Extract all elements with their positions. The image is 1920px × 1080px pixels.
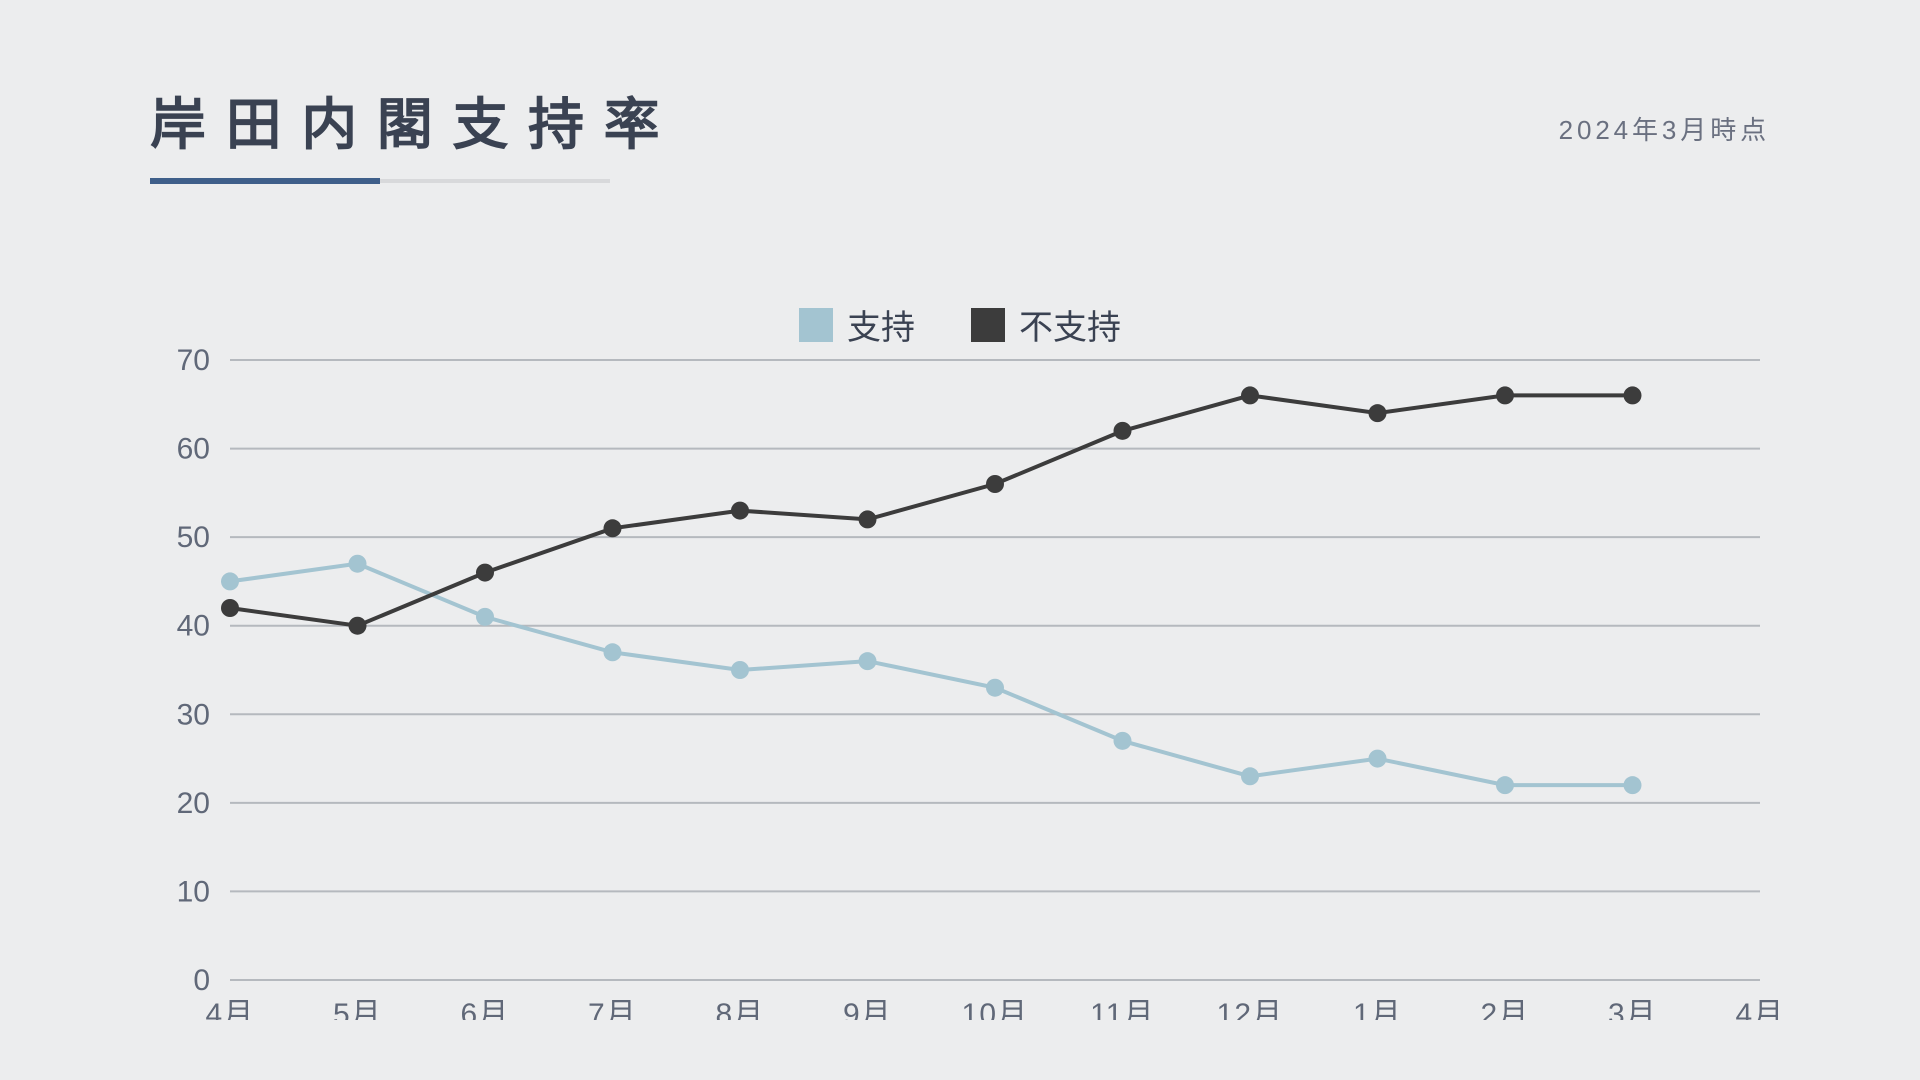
x-tick-label: 3月 xyxy=(1608,998,1657,1020)
y-tick-label: 20 xyxy=(177,787,210,820)
y-tick-label: 0 xyxy=(193,964,210,997)
title-underline xyxy=(150,179,610,183)
x-tick-label: 8月 xyxy=(715,998,764,1020)
series-marker-support xyxy=(1624,776,1642,794)
y-tick-label: 30 xyxy=(177,698,210,731)
y-tick-label: 60 xyxy=(177,433,210,466)
x-tick-label: 11月 xyxy=(1090,998,1155,1020)
series-line-disapprove xyxy=(230,395,1633,625)
series-marker-support xyxy=(476,608,494,626)
series-marker-support xyxy=(349,555,367,573)
series-marker-disapprove xyxy=(349,617,367,635)
x-tick-label: 6月 xyxy=(460,998,509,1020)
series-marker-support xyxy=(604,643,622,661)
series-marker-support xyxy=(221,572,239,590)
series-marker-support xyxy=(1369,750,1387,768)
chart-title: 岸田内閣支持率 xyxy=(150,80,1770,161)
legend-label-disapprove: 不支持 xyxy=(1019,300,1121,349)
series-marker-support xyxy=(1241,767,1259,785)
series-marker-disapprove xyxy=(1369,404,1387,422)
x-tick-label: 10月 xyxy=(962,998,1029,1020)
series-marker-support xyxy=(1114,732,1132,750)
x-tick-label: 2月 xyxy=(1480,998,1529,1020)
chart-legend: 支持 不支持 xyxy=(140,300,1780,351)
x-tick-label: 9月 xyxy=(843,998,892,1020)
series-marker-disapprove xyxy=(859,510,877,528)
legend-item-disapprove: 不支持 xyxy=(971,300,1121,349)
y-tick-label: 40 xyxy=(177,610,210,643)
x-tick-label: 1月 xyxy=(1353,998,1402,1020)
series-marker-disapprove xyxy=(604,519,622,537)
legend-swatch-support xyxy=(799,308,833,342)
chart-header: 岸田内閣支持率 2024年3月時点 xyxy=(150,80,1770,183)
x-tick-label: 5月 xyxy=(333,998,382,1020)
series-marker-support xyxy=(731,661,749,679)
series-line-support xyxy=(230,564,1633,785)
y-tick-label: 50 xyxy=(177,521,210,554)
x-tick-label: 12月 xyxy=(1217,998,1284,1020)
legend-label-support: 支持 xyxy=(847,300,915,349)
x-tick-label: 4月 xyxy=(1735,998,1780,1020)
chart-area: 支持 不支持 0102030405060704月5月6月7月8月9月10月11月1… xyxy=(140,260,1780,1020)
series-marker-support xyxy=(1496,776,1514,794)
series-marker-disapprove xyxy=(1241,386,1259,404)
series-marker-disapprove xyxy=(1624,386,1642,404)
series-marker-support xyxy=(986,679,1004,697)
legend-item-support: 支持 xyxy=(799,300,915,349)
series-marker-disapprove xyxy=(731,502,749,520)
y-tick-label: 10 xyxy=(177,875,210,908)
x-tick-label: 4月 xyxy=(205,998,254,1020)
series-marker-disapprove xyxy=(986,475,1004,493)
series-marker-disapprove xyxy=(1496,386,1514,404)
series-marker-disapprove xyxy=(476,564,494,582)
line-chart: 0102030405060704月5月6月7月8月9月10月11月12月1月2月… xyxy=(140,260,1780,1020)
chart-subtitle: 2024年3月時点 xyxy=(1559,110,1770,147)
series-marker-support xyxy=(859,652,877,670)
series-marker-disapprove xyxy=(221,599,239,617)
x-tick-label: 7月 xyxy=(588,998,637,1020)
legend-swatch-disapprove xyxy=(971,308,1005,342)
series-marker-disapprove xyxy=(1114,422,1132,440)
